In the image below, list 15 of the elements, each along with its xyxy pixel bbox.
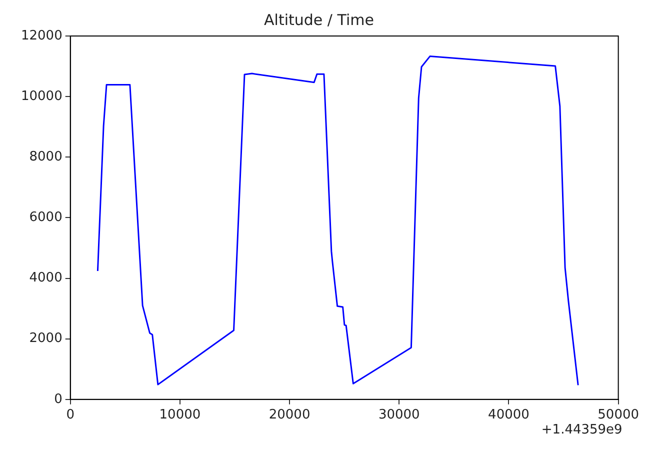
y-tick-label: 4000: [29, 270, 62, 286]
x-tick-label: 10000: [159, 408, 201, 423]
y-tick-label: 10000: [20, 88, 62, 104]
y-tick-label: 2000: [29, 331, 62, 346]
chart-title: Altitude / Time: [264, 10, 374, 29]
x-tick-label: 0: [66, 408, 74, 423]
y-tick-label: 12000: [20, 28, 62, 44]
text: +1.44359e9: [541, 422, 622, 438]
y-tick-label: 0: [54, 392, 62, 407]
x-tick-label: 50000: [598, 408, 639, 423]
x-tick-label: 30000: [378, 408, 420, 423]
y-tick-label: 6000: [29, 210, 62, 226]
x-tick-label: 20000: [268, 408, 310, 423]
x-tick-label: 40000: [488, 408, 530, 423]
y-tick-label: 8000: [29, 150, 62, 165]
